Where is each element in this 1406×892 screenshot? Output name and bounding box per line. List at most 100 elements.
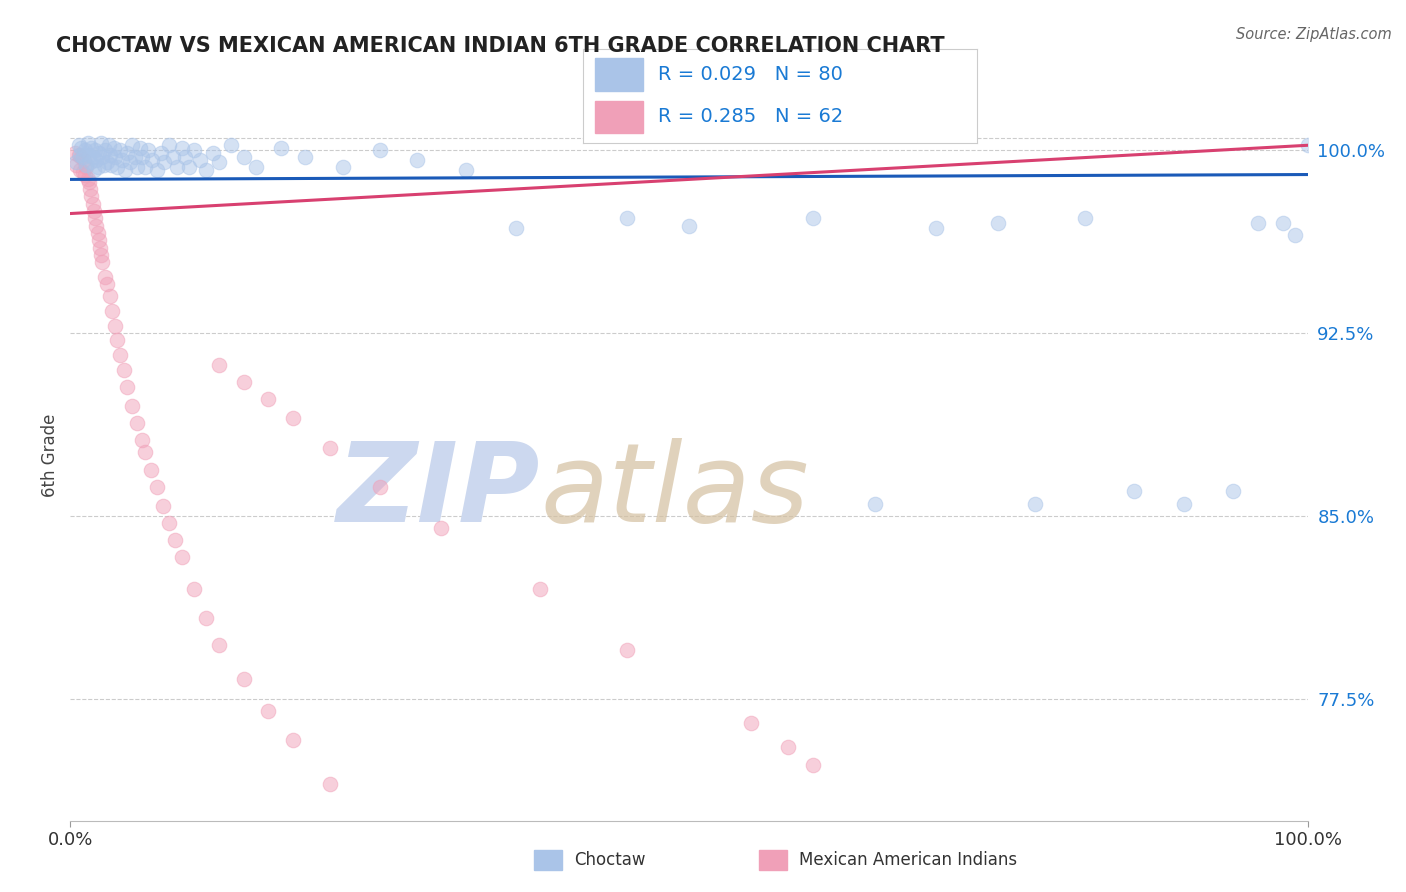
Point	[131, 434, 153, 448]
Point	[801, 757, 824, 772]
Point	[77, 175, 100, 189]
Point	[67, 148, 90, 162]
Point	[1247, 216, 1270, 230]
Point	[67, 138, 90, 153]
Point	[86, 226, 108, 240]
Point	[128, 141, 150, 155]
Point	[925, 221, 948, 235]
Point	[157, 516, 180, 531]
Point	[232, 375, 254, 389]
Text: Choctaw: Choctaw	[574, 851, 645, 869]
Point	[987, 216, 1010, 230]
Point	[740, 716, 762, 731]
Point	[84, 211, 107, 226]
Point	[112, 362, 135, 376]
Point	[294, 151, 316, 165]
Point	[100, 158, 122, 172]
Point	[101, 304, 124, 318]
Point	[87, 145, 110, 160]
Point	[232, 151, 254, 165]
Point	[505, 221, 527, 235]
Point	[1173, 497, 1195, 511]
Point	[152, 499, 174, 513]
Point	[174, 151, 197, 165]
Point	[141, 153, 163, 167]
Point	[146, 480, 169, 494]
Point	[76, 136, 98, 150]
Point	[139, 462, 162, 476]
Point	[177, 160, 200, 174]
Text: CHOCTAW VS MEXICAN AMERICAN INDIAN 6TH GRADE CORRELATION CHART: CHOCTAW VS MEXICAN AMERICAN INDIAN 6TH G…	[56, 36, 945, 55]
Point	[121, 138, 143, 153]
Point	[75, 158, 97, 172]
Point	[82, 196, 104, 211]
Point	[104, 151, 127, 165]
Point	[257, 392, 280, 406]
Point	[115, 145, 138, 160]
Point	[208, 638, 231, 652]
Point	[165, 533, 187, 548]
Point	[1222, 484, 1244, 499]
Point	[201, 145, 224, 160]
Point	[114, 162, 136, 177]
Point	[1296, 138, 1319, 153]
Point	[430, 863, 453, 877]
Y-axis label: 6th Grade: 6th Grade	[41, 413, 59, 497]
Point	[183, 143, 205, 157]
Point	[166, 160, 188, 174]
Text: Source: ZipAtlas.com: Source: ZipAtlas.com	[1236, 27, 1392, 42]
Point	[529, 582, 551, 596]
Point	[72, 165, 94, 179]
Point	[108, 143, 131, 157]
Point	[72, 151, 94, 165]
Point	[170, 550, 193, 565]
Point	[96, 155, 118, 169]
Point	[83, 204, 105, 219]
Point	[149, 145, 172, 160]
Point	[94, 269, 117, 284]
Point	[368, 143, 391, 157]
Point	[232, 672, 254, 686]
Point	[332, 160, 354, 174]
Point	[456, 162, 478, 177]
Point	[195, 162, 218, 177]
Point	[188, 153, 211, 167]
Point	[118, 155, 141, 169]
Point	[134, 160, 156, 174]
Point	[75, 168, 97, 182]
Point	[616, 211, 638, 226]
Point	[1024, 497, 1046, 511]
Point	[87, 233, 110, 247]
Point	[131, 151, 153, 165]
Point	[1123, 484, 1146, 499]
Point	[319, 441, 342, 455]
Point	[69, 148, 91, 162]
Point	[678, 219, 700, 233]
Point	[134, 445, 156, 459]
Text: atlas: atlas	[540, 438, 808, 545]
Point	[105, 160, 128, 174]
Point	[91, 255, 114, 269]
Point	[208, 155, 231, 169]
Point	[281, 411, 304, 425]
Point	[73, 153, 96, 167]
Point	[257, 704, 280, 718]
Point	[91, 151, 114, 165]
Point	[79, 182, 101, 196]
Point	[195, 611, 218, 625]
Point	[96, 277, 118, 292]
Point	[90, 136, 112, 150]
Point	[84, 143, 107, 157]
Point	[97, 138, 120, 153]
Point	[863, 497, 886, 511]
Point	[70, 141, 93, 155]
Point	[70, 151, 93, 165]
Point	[76, 172, 98, 186]
Point	[319, 777, 342, 791]
Point	[98, 289, 121, 303]
Point	[105, 334, 128, 348]
Point	[89, 241, 111, 255]
Point	[80, 141, 103, 155]
Point	[103, 141, 125, 155]
Point	[405, 153, 427, 167]
